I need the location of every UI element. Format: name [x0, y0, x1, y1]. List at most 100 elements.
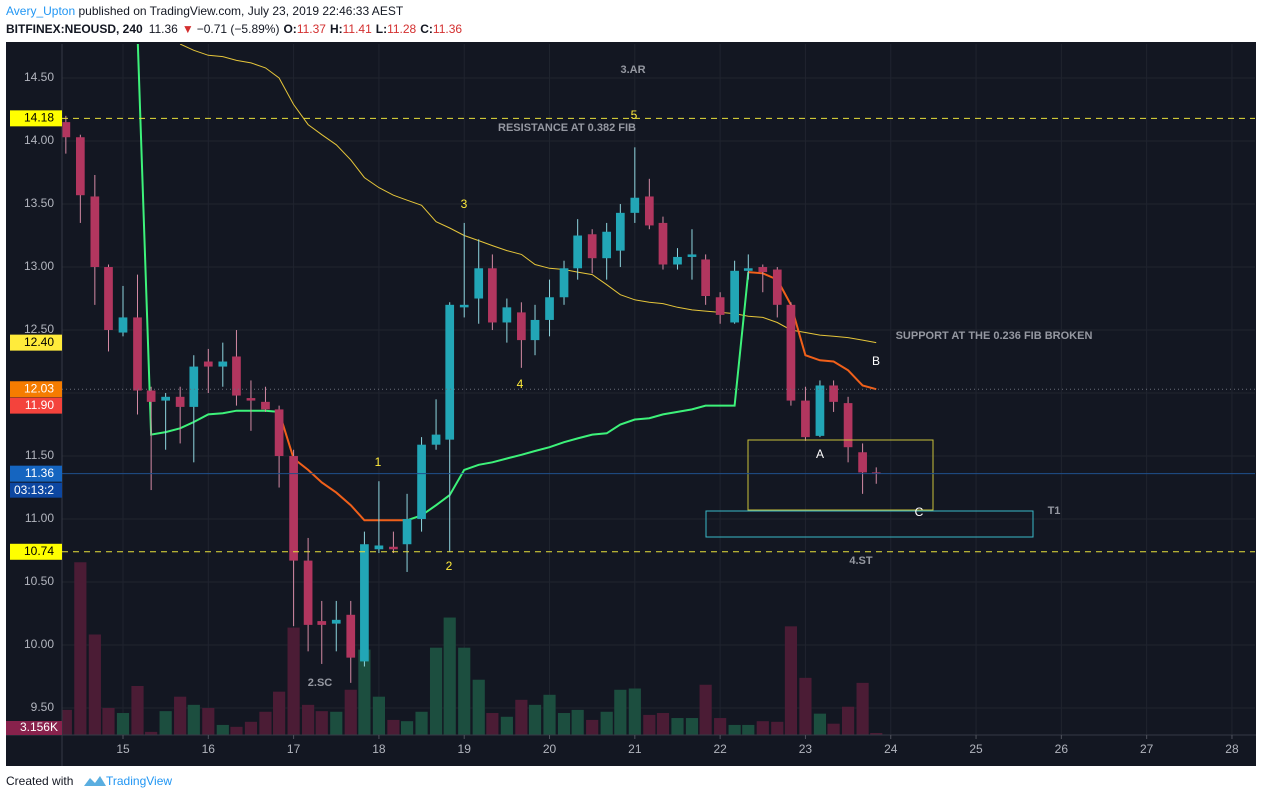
x-tick-label: 26 [1055, 742, 1069, 756]
y-tick-label: 12.50 [24, 322, 54, 336]
candle-body [246, 398, 256, 401]
countdown-tag [10, 482, 62, 498]
candle-body [175, 396, 185, 407]
candle-body [189, 366, 199, 407]
candle-body [118, 317, 128, 333]
author[interactable]: Avery_Upton [6, 4, 75, 18]
symbol: BITFINEX:NEOUSD, 240 [6, 22, 143, 36]
candle-body [303, 560, 313, 625]
candle-body [75, 137, 85, 196]
volume-bar [429, 647, 443, 735]
volume-bar [827, 723, 840, 735]
volume-bar [543, 694, 556, 735]
t1-box [705, 510, 1034, 538]
h-value: 11.41 [343, 22, 372, 36]
volume-bar [813, 713, 827, 735]
volume-bar [302, 704, 315, 735]
volume-bar [458, 647, 471, 735]
change: −0.71 (−5.89%) [197, 22, 280, 36]
price-tag-label: 12.03 [24, 381, 54, 395]
price-tag [10, 381, 62, 398]
volume-bar [88, 634, 101, 735]
candle-body [274, 409, 284, 457]
candle-body [431, 434, 441, 445]
annotation: C [915, 505, 924, 519]
volume-bar [500, 716, 513, 735]
volume-bar [756, 721, 769, 735]
volume-bar [472, 679, 485, 735]
candle-body [871, 472, 881, 474]
volume-bar [842, 706, 855, 735]
volume-bar [671, 718, 684, 735]
candle-body [843, 403, 853, 448]
volume-bar [358, 649, 371, 735]
price-tag [10, 465, 62, 482]
candle-body [517, 312, 526, 341]
volume-bar [699, 684, 712, 735]
candle-body [730, 270, 739, 323]
candle-body [858, 452, 867, 473]
annotation: 3.AR [620, 64, 645, 76]
volume-bar [415, 711, 428, 735]
arrow: ▼ [182, 22, 194, 36]
candle-body [360, 544, 369, 662]
volume-bar [174, 696, 187, 735]
candle-body [715, 297, 725, 315]
candle-body [133, 317, 142, 391]
volume-bar [116, 713, 130, 735]
annotation: SUPPORT AT THE 0.236 FIB BROKEN [896, 330, 1093, 342]
y-tick-label: 11.50 [25, 448, 54, 462]
volume-bar [287, 627, 300, 735]
footer-brand[interactable]: TradingView [106, 774, 172, 788]
y-tick-label: 14.50 [24, 70, 54, 84]
x-tick-label: 16 [202, 742, 216, 756]
volume-bar [202, 707, 215, 735]
candle-body [743, 268, 753, 271]
volume-bar [742, 724, 755, 735]
indicator-line [278, 271, 877, 522]
annotation: 5 [631, 108, 638, 122]
x-tick-label: 23 [799, 742, 813, 756]
candle-body [317, 621, 327, 625]
volume-bar [771, 721, 784, 735]
volume-bar [515, 699, 528, 735]
candle-body [673, 256, 682, 265]
candle-body [758, 267, 768, 273]
y-tick-label: 11.00 [25, 511, 54, 525]
candle-body [615, 212, 625, 251]
last: 11.36 [149, 22, 178, 36]
l-label: L: [376, 22, 387, 36]
candle-body [573, 235, 583, 269]
x-tick-label: 22 [713, 742, 727, 756]
candle-body [545, 297, 554, 320]
volume-bar [586, 719, 599, 735]
volume-bar [315, 711, 328, 735]
candle-body [389, 546, 398, 550]
annotation: RESISTANCE AT 0.382 FIB [498, 122, 636, 134]
volume-bar [216, 724, 229, 735]
candle-body [687, 254, 697, 257]
candle-body [90, 196, 100, 268]
volume-bar [372, 696, 386, 735]
price-tag-label: 11.90 [25, 398, 54, 412]
volume-bar [571, 709, 584, 735]
candle-body [218, 361, 228, 367]
x-tick-label: 19 [458, 742, 472, 756]
candle-body [104, 267, 113, 331]
brand-logo [84, 776, 106, 786]
volume-bar [557, 713, 571, 735]
volume-bar [870, 733, 883, 735]
x-tick-label: 27 [1140, 742, 1154, 756]
volume-bar [74, 562, 87, 735]
candle-body [62, 122, 71, 138]
volume-bar [628, 688, 641, 735]
candle-body [203, 361, 213, 367]
footer-created: Created with [6, 774, 73, 788]
volume-bar [159, 711, 172, 735]
volume-bar [145, 731, 158, 735]
candle-body [587, 234, 597, 259]
volume-bar [273, 691, 286, 735]
candle-body [445, 304, 455, 440]
x-tick-label: 25 [969, 742, 983, 756]
candle-body [417, 444, 426, 520]
